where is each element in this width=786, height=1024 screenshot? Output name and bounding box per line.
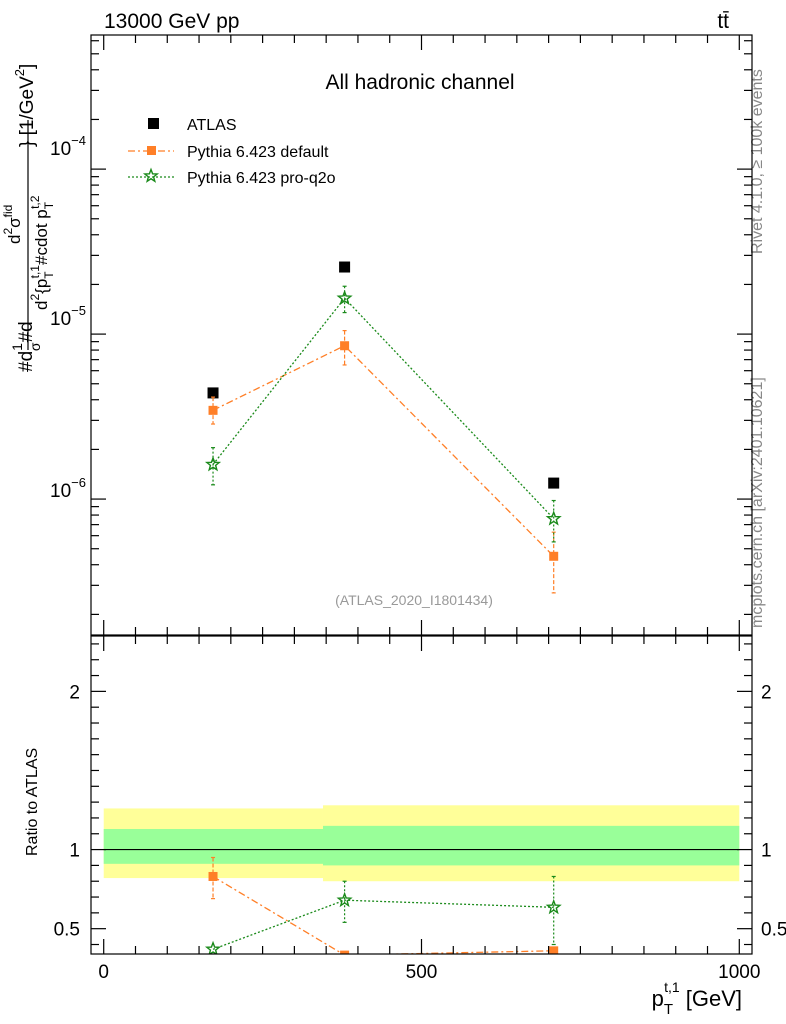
ratio-y-tick-label: 2 — [69, 682, 80, 703]
main-series-line — [212, 297, 555, 520]
ratio-point-square — [340, 950, 350, 954]
main-point-square — [207, 387, 219, 399]
ratio-y-tick-label-right: 0.5 — [761, 920, 786, 941]
ratio-y-tick-label-right: 2 — [761, 682, 772, 703]
x-axis-ticks — [103, 35, 740, 954]
legend-marker-proq2o — [142, 167, 160, 183]
legend-label-proq2o: Pythia 6.423 pro-q2o — [187, 170, 336, 187]
x-tick-label: 1000 — [718, 962, 760, 983]
main-point-star — [545, 510, 562, 526]
ratio-point-star — [545, 898, 562, 915]
main-point-square — [549, 551, 559, 561]
y-tick-label: 10−4 — [50, 133, 86, 160]
main-ylabel-denominator: d2{pTt,1#cdot pTt,2 — [28, 195, 56, 310]
header-label: 13000 GeV pp — [104, 10, 239, 33]
x-axis-label: pTt,1 [GeV] — [652, 979, 742, 1018]
ratio-ylabel: Ratio to ATLAS — [24, 748, 41, 856]
chart-title: All hadronic channel — [325, 71, 514, 94]
ratio-y-tick-label: 0.5 — [54, 920, 80, 941]
ratio-series — [208, 856, 559, 954]
main-point-square — [548, 477, 560, 489]
ratio-plot-area — [103, 805, 740, 954]
ratio-y-tick-label: 1 — [69, 841, 80, 862]
main-point-star — [336, 289, 353, 306]
ratio-series-line — [212, 875, 554, 954]
legend-marker-default — [147, 146, 156, 155]
main-point-star — [204, 456, 222, 472]
process-label: tt̄ — [717, 10, 729, 33]
x-tick-label: 500 — [406, 962, 438, 983]
main-series-line — [212, 344, 555, 557]
y-tick-label: 10−5 — [50, 303, 86, 330]
ratio-series — [204, 875, 562, 954]
x-tick-label: 0 — [98, 962, 109, 983]
main-plot-area: All hadronic channel (ATLAS_2020_I180143… — [204, 71, 562, 608]
analysis-watermark: (ATLAS_2020_I1801434) — [335, 592, 493, 608]
main-data-layer — [204, 261, 562, 594]
main-y-tick-labels: 10−6 10−5 10−4 — [50, 133, 86, 502]
ratio-point-star — [204, 940, 222, 954]
main-ylabel: #d1 σ#d — [9, 321, 43, 372]
ratio-series-line — [212, 899, 554, 950]
axes — [90, 34, 753, 955]
ratio-point-square — [208, 871, 218, 881]
main-ylabel-unit: } [1/GeV2] — [12, 64, 38, 147]
x-tick-labels: 0 500 1000 — [98, 962, 760, 983]
rivet-label: Rivet 4.1.0, ≥ 100k events — [749, 69, 766, 254]
legend: ATLAS Pythia 6.423 default Pythia 6.423 … — [128, 117, 336, 187]
ratio-point-square — [549, 946, 559, 954]
main-point-square — [208, 405, 218, 415]
ratio-point-star — [336, 891, 353, 908]
main-point-square — [339, 261, 351, 273]
main-ylabel-numerator: d2σfid — [1, 205, 24, 244]
ratio-band-inner — [322, 825, 740, 866]
ratio-frame — [90, 635, 753, 955]
ratio-y-tick-labels: 0.5 0.5 1 1 2 2 — [54, 682, 786, 940]
legend-marker-atlas — [148, 118, 159, 129]
y-tick-label: 10−6 — [50, 475, 86, 502]
ratio-axis-ticks — [91, 643, 752, 946]
main-point-square — [340, 341, 350, 351]
ratio-y-tick-label-right: 1 — [761, 841, 772, 862]
main-axis-ticks — [91, 40, 752, 615]
mcplots-label: mcplots.cern.ch [arXiv:2401.10621] — [749, 377, 766, 628]
legend-label-default: Pythia 6.423 default — [187, 144, 329, 161]
ratio-data-layer — [103, 805, 740, 954]
legend-label-atlas: ATLAS — [187, 117, 237, 134]
